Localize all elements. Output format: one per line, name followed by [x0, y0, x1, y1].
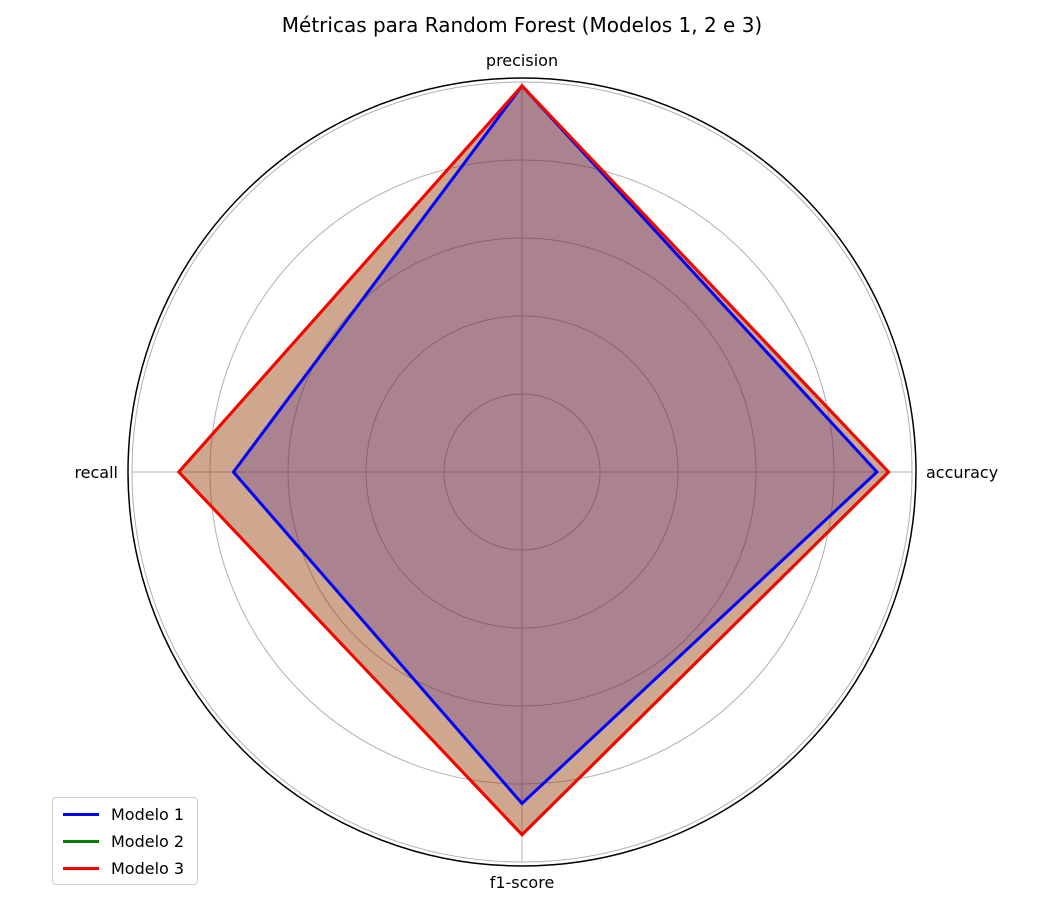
- grid: [127, 77, 917, 867]
- legend-swatch-1: [63, 812, 99, 816]
- chart-title: Métricas para Random Forest (Modelos 1, …: [282, 13, 762, 37]
- legend-item-modelo-1: Modelo 1: [63, 804, 184, 824]
- series-fill-1: [233, 85, 877, 804]
- axis-label-f1-score: f1-score: [490, 873, 555, 892]
- legend-swatch-3: [63, 866, 99, 870]
- legend-label-3: Modelo 3: [111, 858, 185, 878]
- legend-item-modelo-2: Modelo 2: [63, 831, 184, 851]
- legend-swatch-2: [63, 839, 99, 843]
- axis-label-recall: recall: [74, 463, 118, 482]
- legend-label-1: Modelo 1: [111, 804, 185, 824]
- axis-label-accuracy: accuracy: [926, 463, 998, 482]
- series-fill-3: [178, 85, 889, 835]
- axis-label-precision: precision: [486, 51, 558, 70]
- legend-item-modelo-3: Modelo 3: [63, 858, 184, 878]
- legend-label-2: Modelo 2: [111, 831, 185, 851]
- polar-frame: [127, 77, 917, 867]
- legend: Modelo 1 Modelo 2 Modelo 3: [52, 797, 198, 885]
- axis-labels: accuracy precision recall f1-score: [74, 51, 998, 892]
- series-line-1: [231, 83, 880, 806]
- series-polygons: [176, 83, 891, 837]
- series-line-3: [176, 83, 891, 837]
